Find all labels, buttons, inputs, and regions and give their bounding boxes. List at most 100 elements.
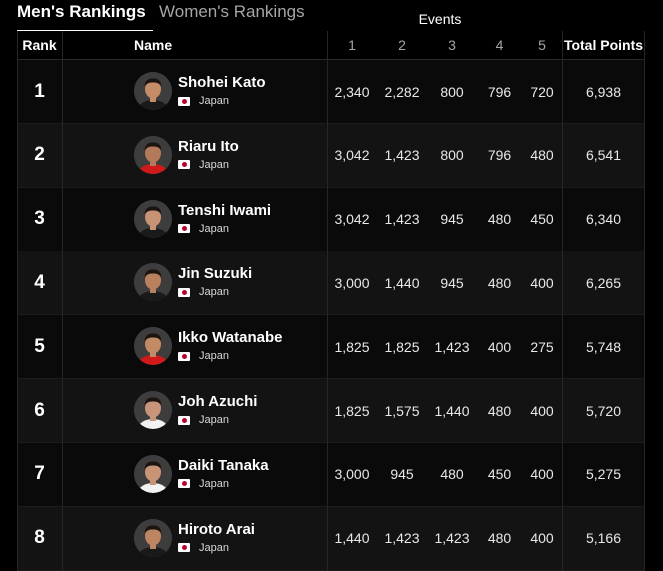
athlete-country: Japan (178, 542, 229, 554)
athlete-cell[interactable]: Riaru Ito Japan (62, 124, 327, 187)
event-1-points: 3,042 (327, 124, 377, 187)
total-points: 6,541 (585, 147, 622, 164)
event-5-points: 400 (522, 507, 562, 570)
event-points: 400 (530, 530, 554, 547)
athlete-cell[interactable]: Ikko Watanabe Japan (62, 315, 327, 378)
athlete-name[interactable]: Riaru Ito (178, 137, 239, 155)
column-divider (62, 31, 63, 571)
event-1-points: 1,825 (327, 379, 377, 442)
event-points: 800 (440, 83, 464, 100)
table-row[interactable]: 3 Tenshi Iwami (17, 187, 645, 252)
table-row[interactable]: 5 Ikko Watanabe (17, 315, 645, 380)
event-points: 2,282 (384, 83, 420, 100)
event-2-points: 1,575 (377, 379, 427, 442)
header-event-5: 5 (538, 37, 546, 53)
event-2-points: 1,423 (377, 124, 427, 187)
event-points: 1,440 (334, 530, 370, 547)
athlete-country: Japan (178, 350, 229, 362)
japan-flag-icon (178, 543, 190, 553)
total-points: 5,720 (585, 402, 622, 419)
athlete-name[interactable]: Ikko Watanabe (178, 329, 283, 347)
event-points: 480 (487, 211, 512, 228)
event-3-points: 1,440 (427, 379, 477, 442)
table-row[interactable]: 6 Joh Azuchi (17, 379, 645, 443)
total-points: 6,938 (585, 83, 622, 100)
athlete-cell[interactable]: Tenshi Iwami Japan (62, 188, 327, 251)
event-points: 480 (487, 274, 512, 291)
total-points-cell: 6,265 (562, 251, 645, 314)
rank-number: 1 (34, 80, 45, 102)
total-points-cell: 6,541 (562, 124, 645, 187)
header-total-points: Total Points (563, 37, 644, 53)
event-points: 1,440 (384, 274, 420, 291)
table-row[interactable]: 4 Jin Suzuki (17, 251, 645, 316)
event-points: 1,423 (434, 338, 470, 355)
event-points: 3,000 (334, 466, 370, 483)
event-points: 1,423 (384, 530, 420, 547)
rank-number: 7 (34, 463, 45, 485)
event-points: 796 (487, 83, 512, 100)
athlete-country: Japan (178, 414, 229, 426)
event-points: 720 (530, 83, 554, 100)
event-points: 480 (487, 530, 512, 547)
events-group-label: Events (418, 11, 462, 27)
table-row[interactable]: 8 Hiroto Arai (17, 506, 645, 571)
athlete-name[interactable]: Shohei Kato (178, 74, 266, 91)
event-2-points: 1,423 (377, 188, 427, 251)
athlete-cell[interactable]: Hiroto Arai Japan (62, 507, 327, 570)
event-points: 400 (530, 466, 554, 483)
avatar (134, 391, 172, 429)
athlete-name[interactable]: Joh Azuchi (178, 393, 258, 410)
event-points: 945 (390, 466, 414, 483)
athlete-name[interactable]: Tenshi Iwami (178, 201, 272, 219)
event-points: 1,575 (384, 402, 420, 419)
tab-mens-rankings[interactable]: Men's Rankings (17, 2, 146, 21)
athlete-name[interactable]: Hiroto Arai (178, 520, 255, 538)
table-row[interactable]: 2 Riaru Ito (17, 123, 645, 188)
country-label: Japan (199, 541, 229, 554)
athlete-name[interactable]: Jin Suzuki (178, 265, 253, 283)
athlete-cell[interactable]: Joh Azuchi Japan (62, 379, 327, 442)
athlete-name[interactable]: Daiki Tanaka (178, 456, 269, 474)
event-4-points: 480 (477, 379, 522, 442)
avatar (134, 72, 172, 110)
event-points: 480 (440, 466, 464, 483)
rank-number: 2 (34, 144, 45, 166)
event-points: 1,423 (384, 211, 420, 228)
event-5-points: 400 (522, 379, 562, 442)
total-points-cell: 5,720 (562, 379, 645, 442)
country-label: Japan (199, 477, 229, 490)
header-event-2: 2 (398, 37, 406, 53)
event-points: 480 (530, 147, 554, 164)
rank-cell: 4 (17, 251, 62, 314)
header-name-label: Name (134, 37, 173, 53)
event-points: 945 (440, 274, 464, 291)
header-rank: Rank (22, 37, 57, 53)
rank-number: 5 (34, 335, 45, 357)
athlete-cell[interactable]: Daiki Tanaka Japan (62, 443, 327, 506)
event-5-points: 275 (522, 315, 562, 378)
event-3-points: 800 (427, 60, 477, 123)
event-points: 450 (487, 466, 512, 483)
event-2-points: 1,423 (377, 507, 427, 570)
event-points: 3,000 (334, 274, 370, 291)
total-points: 5,748 (585, 338, 622, 355)
event-3-points: 1,423 (427, 315, 477, 378)
athlete-cell[interactable]: Shohei Kato Japan (62, 60, 327, 123)
table-row[interactable]: 1 Shohei Kato (17, 60, 645, 124)
avatar (134, 454, 172, 493)
table-row[interactable]: 7 Daiki Tanaka (17, 442, 645, 507)
tab-womens-rankings[interactable]: Women's Rankings (159, 2, 305, 21)
japan-flag-icon (178, 479, 190, 489)
athlete-country: Japan (178, 223, 229, 235)
event-1-points: 3,000 (327, 251, 377, 314)
total-points-cell: 5,748 (562, 315, 645, 378)
japan-flag-icon (178, 351, 190, 361)
japan-flag-icon (178, 224, 190, 234)
total-points: 6,340 (585, 211, 622, 228)
athlete-country: Japan (178, 159, 229, 171)
event-3-points: 945 (427, 251, 477, 314)
country-label: Japan (199, 158, 229, 171)
athlete-cell[interactable]: Jin Suzuki Japan (62, 251, 327, 314)
japan-flag-icon (178, 415, 190, 425)
